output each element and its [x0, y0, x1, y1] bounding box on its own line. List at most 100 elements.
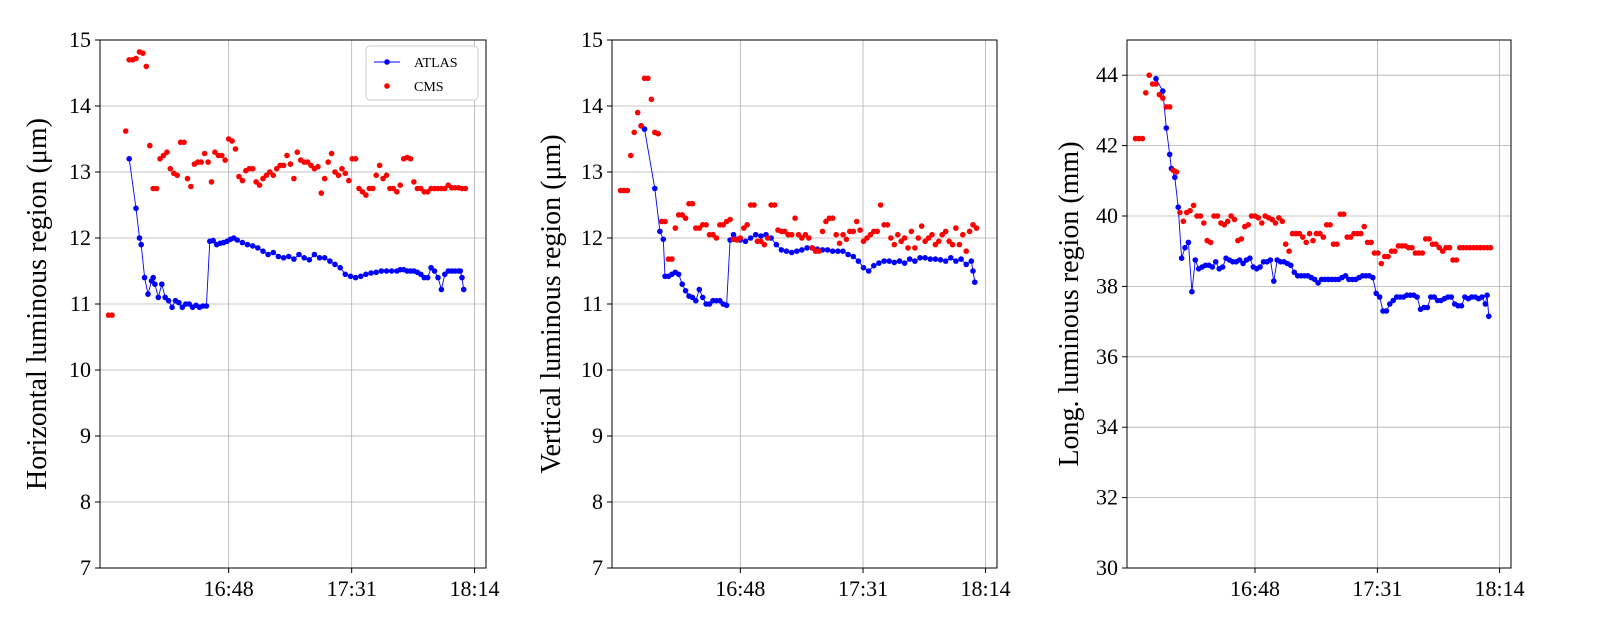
cms-series-point [908, 228, 915, 235]
y-tick-label: 36 [1096, 344, 1118, 369]
y-tick-label: 40 [1096, 203, 1118, 228]
atlas-series-point [126, 156, 132, 162]
cms-series-point [929, 231, 935, 238]
y-tick-label: 14 [581, 93, 603, 118]
atlas-series-point [1236, 257, 1243, 263]
atlas-series-point [145, 291, 151, 297]
atlas-series-point [169, 304, 175, 311]
cms-series-point [703, 222, 709, 228]
atlas-series-point [1315, 280, 1321, 286]
atlas-series-point [972, 279, 978, 286]
cms-series-point [966, 228, 973, 235]
cms-series-point [164, 149, 170, 155]
cms-series-point [280, 162, 287, 169]
cms-series-point [1282, 241, 1289, 247]
cms-series-point [1231, 216, 1238, 223]
cms-series-point [1317, 230, 1323, 237]
cms-series-point [383, 172, 390, 179]
cms-series-point [1259, 220, 1265, 226]
cms-series-point [208, 179, 215, 185]
atlas-series-point [1291, 269, 1298, 276]
plot-area [1132, 72, 1494, 320]
y-tick-label: 8 [80, 489, 91, 514]
atlas-series-point [373, 269, 380, 276]
atlas-series-point [1240, 260, 1246, 267]
atlas-series-point [1160, 88, 1166, 94]
y-tick-label: 10 [581, 357, 603, 382]
y-axis-title: Long. luminous region (mm) [1054, 141, 1085, 466]
chart-panel-1: 7 8 9 10 11 12 13 14 15 16:48 17:31 18:14 Horizontal… [22, 27, 500, 601]
atlas-series-point [1311, 276, 1318, 283]
atlas-series-point [799, 247, 805, 253]
cms-series-point [1143, 90, 1149, 96]
atlas-series-point [1387, 301, 1393, 307]
atlas-series-point [829, 248, 836, 254]
atlas-series-point [1424, 304, 1431, 311]
cms-series-point [628, 152, 634, 159]
cms-series-point [737, 235, 744, 241]
y-tick-label: 34 [1096, 414, 1118, 439]
atlas-series-point [176, 299, 182, 306]
atlas-series-point [239, 239, 246, 246]
atlas-series-point [1486, 313, 1492, 320]
cms-series-point [1426, 236, 1432, 242]
atlas-series-point [706, 301, 713, 307]
cms-series-point [1272, 220, 1279, 226]
cms-series-point [1190, 202, 1197, 209]
cms-series-point [963, 248, 969, 254]
cms-series-point [1327, 222, 1333, 228]
cms-series-point [328, 150, 335, 157]
atlas-series-point [306, 257, 313, 263]
cms-series-point [1146, 72, 1152, 78]
atlas-series-point [152, 281, 158, 288]
cms-series-point [655, 130, 661, 137]
atlas-series-point [948, 254, 954, 261]
cms-series-point [939, 231, 945, 238]
cms-series-point [905, 245, 911, 251]
legend-label: ATLAS [414, 56, 458, 71]
atlas-series-point [660, 236, 667, 243]
cms-series-point [792, 215, 798, 221]
atlas-series-point [358, 273, 364, 280]
atlas-series-point [958, 256, 964, 262]
atlas-series-point [316, 254, 323, 261]
cms-series-point [174, 172, 180, 179]
cms-series-point [853, 218, 860, 225]
cms-series-point [462, 185, 469, 192]
cms-series-point [915, 235, 922, 241]
atlas-series-point [1185, 239, 1192, 246]
plot-area [105, 49, 469, 319]
atlas-series-point [794, 248, 800, 254]
cms-series-point [1409, 244, 1415, 251]
cms-series-point [407, 156, 414, 162]
cms-series-point [1300, 234, 1306, 240]
cms-series-point [857, 227, 863, 233]
atlas-series-point [1414, 294, 1420, 300]
cms-series-point [411, 179, 417, 185]
cms-series-point [682, 215, 689, 221]
atlas-series-point [682, 288, 689, 294]
atlas-series-point [383, 268, 390, 274]
atlas-series-point [1431, 294, 1437, 300]
atlas-series-point [435, 274, 441, 281]
atlas-series-point [927, 256, 934, 262]
atlas-series-point [901, 260, 908, 266]
cms-series-point [198, 159, 204, 165]
atlas-series-point [906, 256, 913, 262]
atlas-series-point [136, 235, 143, 241]
cms-series-point [1177, 209, 1183, 216]
atlas-series-point [179, 304, 186, 311]
atlas-series-point [871, 262, 877, 269]
atlas-series-point [1370, 274, 1376, 281]
x-tick-label: 17:31 [1352, 576, 1402, 601]
cms-series-point [833, 231, 839, 238]
cms-series-point [346, 177, 352, 184]
y-axis-title: Horizontal luminous region (μm) [22, 118, 53, 490]
cms-series-point [936, 238, 942, 245]
y-tick-label: 13 [69, 159, 91, 184]
cms-series-point [376, 162, 383, 169]
cms-series-point [1166, 104, 1173, 110]
cms-series-point [201, 150, 208, 157]
cms-series-point [122, 128, 129, 134]
